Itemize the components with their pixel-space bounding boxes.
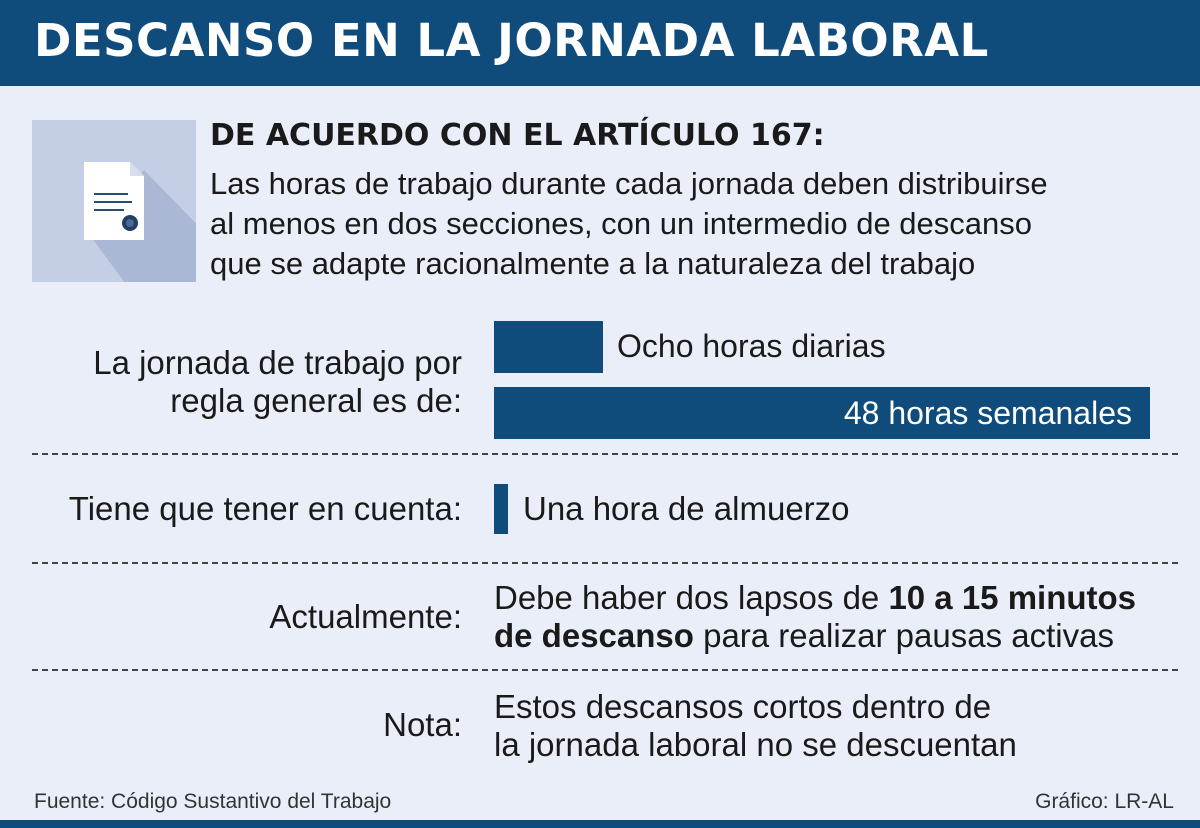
nota-line1: Estos descansos cortos dentro de bbox=[494, 688, 992, 725]
source-footer: Fuente: Código Sustantivo del Trabajo bbox=[34, 790, 392, 813]
article-body: Las horas de trabajo durante cada jornad… bbox=[210, 164, 1190, 284]
bottom-border bbox=[0, 820, 1200, 828]
actualmente-bold-text: de descanso bbox=[494, 617, 694, 654]
actualmente-line1: Debe haber dos lapsos de 10 a 15 minutos bbox=[494, 579, 1136, 617]
article-title: DE ACUERDO CON EL ARTÍCULO 167: bbox=[210, 118, 825, 153]
divider bbox=[32, 562, 1178, 564]
weekly-hours-bar: 48 horas semanales bbox=[494, 387, 1150, 439]
credit-footer: Gráfico: LR-AL bbox=[1035, 790, 1174, 813]
actualmente-text: Debe haber dos lapsos de bbox=[494, 579, 889, 616]
actualmente-label: Actualmente: bbox=[269, 598, 462, 635]
jornada-label-line1: La jornada de trabajo por bbox=[93, 344, 462, 381]
header-banner: DESCANSO EN LA JORNADA LABORAL bbox=[0, 0, 1200, 86]
divider bbox=[32, 669, 1178, 671]
article-line: al menos en dos secciones, con un interm… bbox=[210, 206, 1032, 241]
daily-hours-bar bbox=[494, 321, 603, 373]
weekly-hours-label: 48 horas semanales bbox=[843, 395, 1132, 431]
page-title: DESCANSO EN LA JORNADA LABORAL bbox=[34, 14, 989, 67]
actualmente-text: para realizar pausas activas bbox=[693, 617, 1114, 654]
daily-hours-label: Ocho horas diarias bbox=[617, 328, 886, 364]
jornada-label-line2: regla general es de: bbox=[170, 382, 462, 419]
article-line: Las horas de trabajo durante cada jornad… bbox=[210, 166, 1048, 201]
cuenta-value: Una hora de almuerzo bbox=[523, 490, 850, 527]
nota-line2: la jornada laboral no se descuentan bbox=[494, 726, 1017, 763]
article-line: que se adapte racionalmente a la natural… bbox=[210, 246, 976, 281]
actualmente-line2: de descanso para realizar pausas activas bbox=[494, 617, 1114, 655]
actualmente-bold-text: 10 a 15 minutos bbox=[888, 579, 1137, 616]
document-icon-panel bbox=[32, 120, 196, 282]
nota-label: Nota: bbox=[383, 706, 462, 743]
lunch-hour-bar bbox=[494, 484, 508, 534]
cuenta-label: Tiene que tener en cuenta: bbox=[68, 490, 462, 527]
document-icon bbox=[84, 162, 196, 282]
divider bbox=[32, 453, 1178, 455]
